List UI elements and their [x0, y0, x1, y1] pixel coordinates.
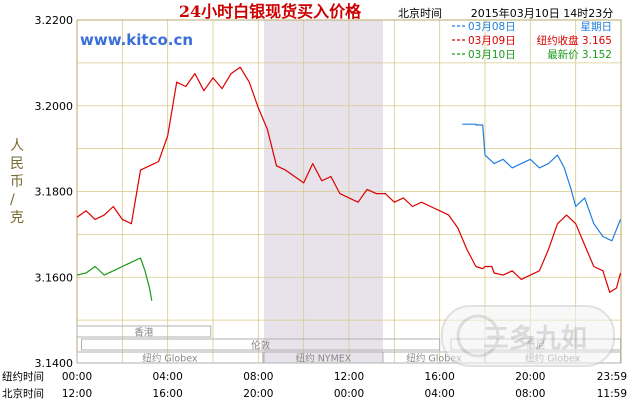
row-label-ny: 纽约时间 [2, 370, 44, 383]
x-tick-ny: 08:00 [243, 371, 273, 383]
session-label-nymex: 纽约 NYMEX [296, 353, 352, 365]
page-title: 24小时白银现货买入价格 [179, 2, 362, 21]
logo-watermark: 三多九如 [441, 305, 615, 367]
x-tick-bj: 11:59 [597, 388, 627, 400]
x-tick-bj: 12:00 [62, 388, 92, 400]
timestamp: 2015年03月10日 14时23分 [471, 6, 613, 20]
session-bar-hongkong [76, 325, 212, 338]
y-axis-ticks: 3.2200 3.2000 3.1800 3.1600 3.1400 [35, 14, 74, 370]
logo-text: 三多九如 [483, 324, 587, 354]
y-tick-label: 3.1600 [35, 271, 74, 284]
x-tick-ny: 23:59 [597, 371, 627, 383]
series-line-1 [462, 123, 622, 242]
series-line-2 [76, 257, 153, 301]
watermark-url: www.kitco.cn [80, 31, 193, 49]
session-bar-london [81, 338, 441, 351]
legend-date: 03月08日 [468, 21, 516, 33]
x-tick-bj: 20:00 [243, 388, 273, 400]
x-tick-ny: 12:00 [334, 371, 364, 383]
legend-text: 纽约收盘 3.165 [537, 34, 612, 47]
session-label-globex1: 纽约 Globex [142, 353, 198, 365]
y-tick-label: 3.1800 [35, 186, 74, 199]
x-tick-ny: 04:00 [153, 371, 183, 383]
session-label-london: 伦敦 [251, 340, 271, 352]
y-axis-label: 人 民 币 / 克 [10, 138, 28, 226]
row-label-bj: 北京时间 [2, 387, 44, 400]
legend-date: 03月10日 [468, 49, 516, 61]
legend-date: 03月09日 [468, 35, 516, 47]
legend-text: 星期日 [581, 21, 613, 33]
x-tick-bj: 00:00 [334, 388, 364, 400]
y-tick-label: 3.1400 [35, 357, 74, 370]
x-tick-ny: 00:00 [62, 371, 92, 383]
x-tick-ny: 20:00 [515, 371, 545, 383]
series-line-0 [76, 66, 622, 293]
x-tick-bj: 16:00 [153, 388, 183, 400]
y-tick-label: 3.2200 [35, 14, 74, 27]
x-tick-bj: 04:00 [425, 388, 455, 400]
legend-text: 最新价 3.152 [547, 48, 612, 61]
timezone-label: 北京时间 [398, 6, 442, 20]
series-lines [76, 66, 622, 301]
x-axis-ticks: 00:00 12:00 04:00 16:00 08:00 20:00 12:00 00:00… [62, 371, 627, 400]
x-tick-bj: 08:00 [515, 388, 545, 400]
session-bar-globex1 [76, 351, 264, 364]
legend: 03月08日 星期日 03月09日 纽约收盘 3.165 03月10日 最新价 3.152 [452, 21, 612, 61]
y-tick-label: 3.2000 [35, 100, 74, 113]
x-tick-ny: 16:00 [425, 371, 455, 383]
session-label-hongkong: 香港 [134, 327, 154, 339]
